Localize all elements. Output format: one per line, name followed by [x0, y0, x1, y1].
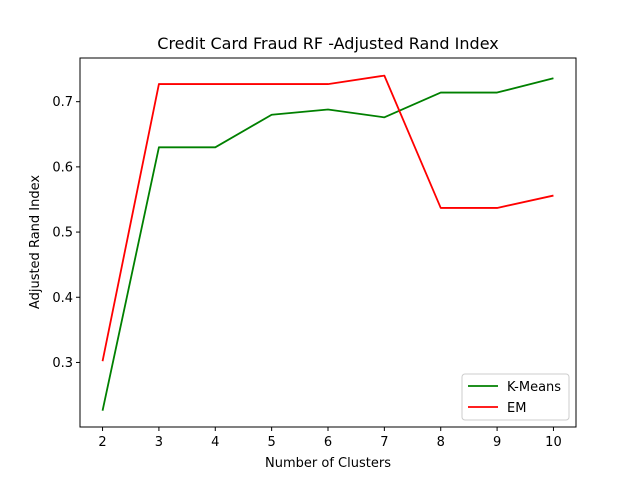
legend-label-kmeans: K-Means	[507, 380, 561, 395]
x-tick-label: 10	[545, 435, 562, 450]
x-tick-label: 8	[437, 435, 445, 450]
series-line-em	[101, 74, 554, 362]
y-axis-label: Adjusted Rand Index	[28, 175, 43, 309]
y-tick-label: 0.7	[52, 95, 73, 110]
series-layer	[101, 74, 554, 411]
legend: K-Means EM	[461, 373, 570, 421]
y-tick-label: 0.5	[52, 226, 73, 241]
x-tick-label: 6	[324, 435, 332, 450]
y-axis-ticks: 0.3 0.4 0.5 0.6 0.7	[52, 95, 80, 371]
x-tick-label: 5	[267, 435, 275, 450]
x-tick-label: 2	[98, 435, 106, 450]
x-tick-label: 4	[211, 435, 219, 450]
y-tick-label: 0.6	[52, 160, 73, 175]
x-axis-ticks: 2 3 4 5 6 7 8 9 10	[98, 427, 562, 450]
y-tick-label: 0.4	[52, 291, 73, 306]
series-line-k-means	[101, 77, 554, 411]
legend-label-em: EM	[507, 401, 526, 416]
y-tick-label: 0.3	[52, 356, 73, 371]
x-axis-label: Number of Clusters	[265, 456, 391, 471]
x-tick-label: 7	[380, 435, 388, 450]
x-tick-label: 9	[493, 435, 501, 450]
x-tick-label: 3	[155, 435, 163, 450]
chart-title: Credit Card Fraud RF -Adjusted Rand Inde…	[157, 34, 498, 53]
